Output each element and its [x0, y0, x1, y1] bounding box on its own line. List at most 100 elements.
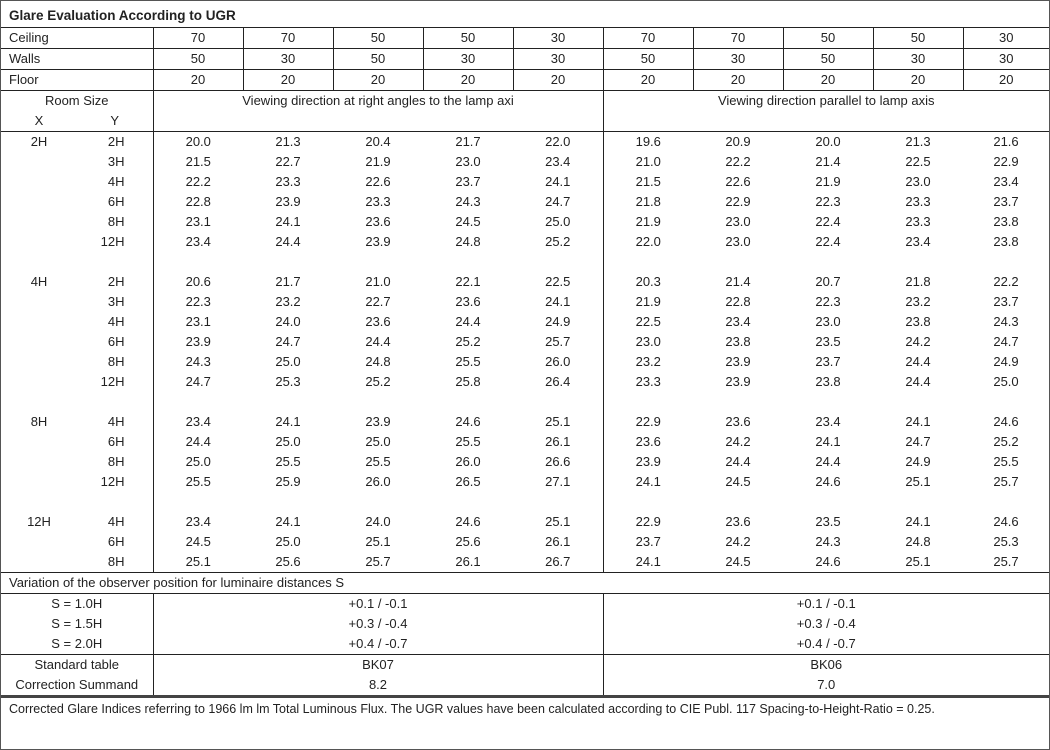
variation-row: S = 1.5H +0.3 / -0.4 +0.3 / -0.4 — [1, 614, 1049, 634]
reflectance-value: 20 — [422, 69, 514, 91]
ugr-value-perpendicular: 21.3 — [275, 134, 301, 149]
reflectance-value: 50 — [422, 28, 514, 49]
ugr-value-parallel: 24.6 — [815, 474, 841, 489]
header-row-1: Room Size Viewing direction at right angl… — [1, 90, 1049, 111]
ugr-value-parallel: 23.3 — [905, 214, 931, 229]
ugr-value-perpendicular: 24.5 — [185, 534, 211, 549]
ugr-value-perpendicular: 25.5 — [275, 454, 301, 469]
room-y: 12H — [77, 372, 154, 392]
ugr-value-perpendicular: 24.1 — [275, 214, 301, 229]
footnote: Corrected Glare Indices referring to 196… — [1, 695, 1049, 749]
ugr-value-parallel: 23.8 — [905, 314, 931, 329]
ugr-value-parallel: 22.4 — [815, 234, 841, 249]
data-row: 6H 24.4 25.0 25.0 25.5 26.1 23.6 24.2 24.1 24.7 25… — [1, 432, 1049, 452]
ugr-value-perpendicular: 22.1 — [455, 274, 481, 289]
room-x — [1, 532, 77, 552]
data-row: 12H 23.4 24.4 23.9 24.8 25.2 22.0 23.0 22.4 23.4 2… — [1, 232, 1049, 252]
room-y: 8H — [77, 552, 154, 573]
data-row: 8H 23.1 24.1 23.6 24.5 25.0 21.9 23.0 22.4 23.3 23… — [1, 212, 1049, 232]
ugr-value-perpendicular: 24.1 — [513, 292, 604, 312]
reflectance-value: 20 — [332, 69, 424, 91]
data-row: 2H 2H 20.0 21.3 20.4 21.7 22.0 19.6 20.9 20.0 21.3… — [1, 131, 1049, 152]
ugr-value-parallel: 24.1 — [905, 414, 931, 429]
room-x: 4H — [30, 274, 48, 289]
perpendicular-header: Viewing direction at right angles to the… — [152, 90, 604, 111]
room-y: 6H — [77, 332, 154, 352]
ugr-value-parallel: 25.7 — [993, 474, 1019, 489]
ugr-table: Ceiling 70 70 50 50 30 70 70 50 50 30 Walls 50 30 50 30… — [1, 28, 1049, 695]
reflectance-value: 30 — [872, 48, 964, 70]
ugr-value-parallel: 23.4 — [993, 174, 1019, 189]
variation-parallel: +0.1 / -0.1 — [796, 596, 856, 611]
ugr-value-parallel: 23.9 — [725, 354, 751, 369]
reflectance-value: 20 — [782, 69, 874, 91]
room-y: 6H — [77, 532, 154, 552]
ugr-value-parallel: 23.0 — [725, 234, 751, 249]
room-y: 3H — [77, 292, 154, 312]
reflectance-label: Walls — [1, 48, 154, 70]
ugr-value-perpendicular: 25.9 — [275, 474, 301, 489]
data-row: 8H 25.0 25.5 25.5 26.0 26.6 23.9 24.4 24.4 24.9 25… — [1, 452, 1049, 472]
ugr-value-parallel: 25.2 — [993, 434, 1019, 449]
ugr-value-perpendicular: 21.9 — [365, 154, 391, 169]
ugr-value-perpendicular: 25.1 — [153, 552, 243, 573]
standard-row: Standard table BK07 BK06 — [1, 654, 1049, 675]
ugr-value-perpendicular: 23.9 — [185, 334, 211, 349]
ugr-value-parallel: 23.8 — [725, 334, 751, 349]
ugr-value-perpendicular: 25.1 — [513, 512, 604, 532]
reflectance-value: 20 — [872, 69, 964, 91]
room-y: 2H — [77, 131, 154, 152]
document-title: Glare Evaluation According to UGR — [1, 1, 1049, 28]
reflectance-row-floor: Floor 20 20 20 20 20 20 20 20 20 20 — [1, 69, 1049, 91]
ugr-value-parallel: 22.3 — [815, 294, 841, 309]
ugr-value-perpendicular: 23.4 — [185, 514, 211, 529]
spacer — [1, 392, 153, 412]
ugr-value-parallel: 23.0 — [905, 174, 931, 189]
ugr-value-perpendicular: 22.5 — [513, 272, 604, 292]
reflectance-value: 20 — [152, 69, 244, 91]
ugr-value-parallel: 23.0 — [725, 214, 751, 229]
room-y: 3H — [77, 152, 154, 172]
room-y: 12H — [77, 472, 154, 492]
reflectance-value: 30 — [512, 48, 604, 70]
ugr-value-perpendicular: 26.4 — [513, 372, 604, 392]
ugr-value-perpendicular: 24.1 — [275, 514, 301, 529]
ugr-value-parallel: 21.4 — [815, 154, 841, 169]
ugr-value-perpendicular: 22.3 — [185, 294, 211, 309]
ugr-value-perpendicular: 21.0 — [365, 274, 391, 289]
reflectance-value: 20 — [512, 69, 604, 91]
reflectance-value: 30 — [512, 28, 604, 49]
ugr-value-parallel: 22.4 — [815, 214, 841, 229]
ugr-value-perpendicular: 24.7 — [185, 374, 211, 389]
ugr-value-perpendicular: 25.1 — [365, 534, 391, 549]
room-x — [1, 452, 77, 472]
room-x — [1, 172, 77, 192]
reflectance-value: 70 — [692, 28, 784, 49]
ugr-value-perpendicular: 25.6 — [243, 552, 333, 573]
room-x-label: X — [1, 111, 77, 132]
ugr-value-perpendicular: 24.0 — [275, 314, 301, 329]
ugr-value-parallel: 23.6 — [725, 414, 751, 429]
ugr-value-parallel: 23.7 — [815, 354, 841, 369]
room-x — [1, 152, 77, 172]
variation-parallel: +0.4 / -0.7 — [603, 634, 1049, 655]
ugr-value-parallel: 24.1 — [635, 474, 661, 489]
ugr-value-parallel: 24.9 — [905, 454, 931, 469]
reflectance-row-ceiling: Ceiling 70 70 50 50 30 70 70 50 50 30 — [1, 28, 1049, 49]
ugr-value-parallel: 21.8 — [905, 274, 931, 289]
reflectance-value: 30 — [962, 48, 1049, 70]
standard-perpendicular: 8.2 — [153, 675, 604, 695]
ugr-value-perpendicular: 24.4 — [185, 434, 211, 449]
ugr-value-perpendicular: 20.6 — [185, 274, 211, 289]
ugr-value-perpendicular: 25.5 — [455, 354, 481, 369]
ugr-value-perpendicular: 25.0 — [275, 534, 301, 549]
ugr-value-perpendicular: 22.7 — [365, 294, 391, 309]
ugr-value-parallel: 23.3 — [635, 374, 661, 389]
ugr-value-parallel: 24.4 — [815, 454, 841, 469]
ugr-value-perpendicular: 24.6 — [455, 514, 481, 529]
ugr-value-perpendicular: 23.4 — [185, 234, 211, 249]
ugr-value-parallel: 24.1 — [603, 552, 693, 573]
ugr-value-parallel: 24.2 — [725, 434, 751, 449]
ugr-value-perpendicular: 23.0 — [455, 154, 481, 169]
reflectance-value: 50 — [332, 48, 424, 70]
